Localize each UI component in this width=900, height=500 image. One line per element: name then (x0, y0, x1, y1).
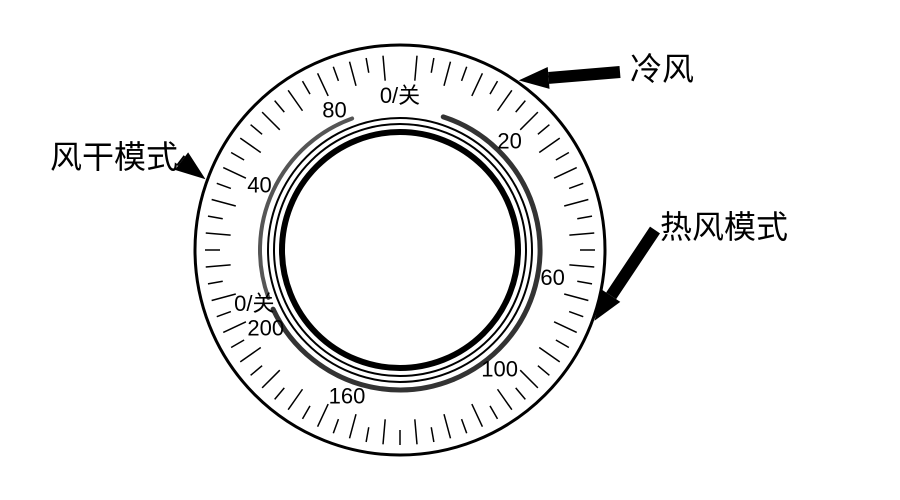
scale-label: 20 (497, 128, 521, 153)
knob-ring-mid (274, 124, 526, 376)
arrow-icon (518, 61, 621, 91)
callout-cold-air: 冷风 (630, 51, 694, 87)
knob-ring-outer (268, 118, 532, 382)
scale-label: 80 (322, 98, 346, 123)
scale-label: 40 (247, 172, 271, 197)
arrow-icon (585, 224, 664, 327)
dial-ticks (205, 56, 595, 445)
scale-label: 160 (329, 384, 366, 409)
dial-diagram: 0/关20601001602000/关4080冷风热风模式风干模式 (0, 0, 900, 500)
scale-label: 0/关 (234, 291, 274, 316)
callout-air-dry: 风干模式 (50, 139, 178, 175)
scale-label: 200 (247, 316, 284, 341)
knob-band[interactable] (282, 132, 518, 368)
callout-hot-air: 热风模式 (660, 209, 788, 245)
scale-label: 60 (540, 265, 564, 290)
scale-label: 0/关 (380, 83, 420, 108)
scale-label: 100 (481, 357, 518, 382)
